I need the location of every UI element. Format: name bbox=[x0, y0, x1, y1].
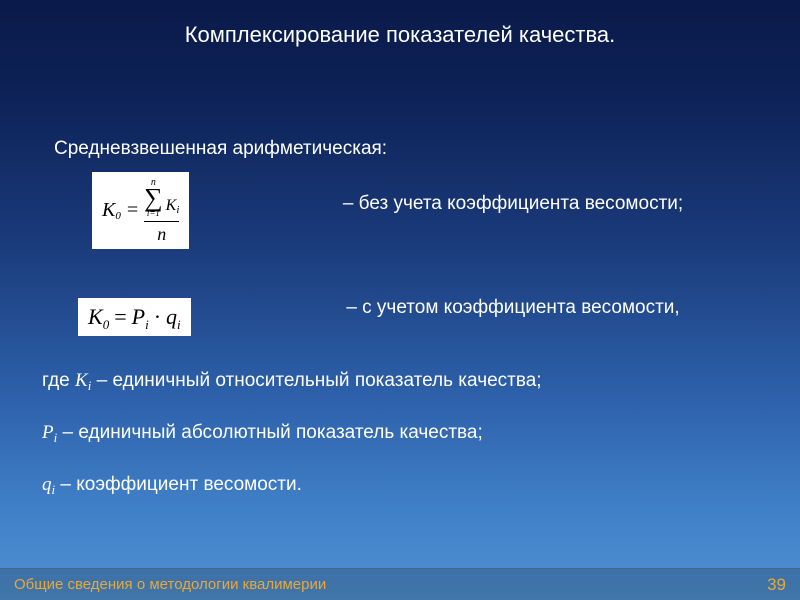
formula-2-description: – с учетом коэффициента весомости, bbox=[328, 296, 698, 321]
formula-1-description: – без учета коэффициента весомости; bbox=[328, 192, 698, 217]
formula-2-box: K0 = Pi · qi bbox=[78, 298, 191, 336]
footer-text: Общие сведения о методологии квалимерии bbox=[14, 576, 326, 593]
page-number: 39 bbox=[767, 575, 786, 595]
definition-ki: где Ki – единичный относительный показат… bbox=[42, 368, 758, 394]
definition-pi: Pi – единичный абсолютный показатель кач… bbox=[42, 420, 758, 446]
slide-title: Комплексирование показателей качества. bbox=[0, 0, 800, 48]
subtitle: Средневзвешенная арифметическая: bbox=[54, 138, 387, 160]
definition-qi: qi – коэффициент весомости. bbox=[42, 472, 758, 498]
formula-1-box: K0 = n ∑ i=1 Ki n bbox=[92, 172, 189, 249]
slide: Комплексирование показателей качества. С… bbox=[0, 0, 800, 600]
footer: Общие сведения о методологии квалимерии … bbox=[0, 568, 800, 600]
